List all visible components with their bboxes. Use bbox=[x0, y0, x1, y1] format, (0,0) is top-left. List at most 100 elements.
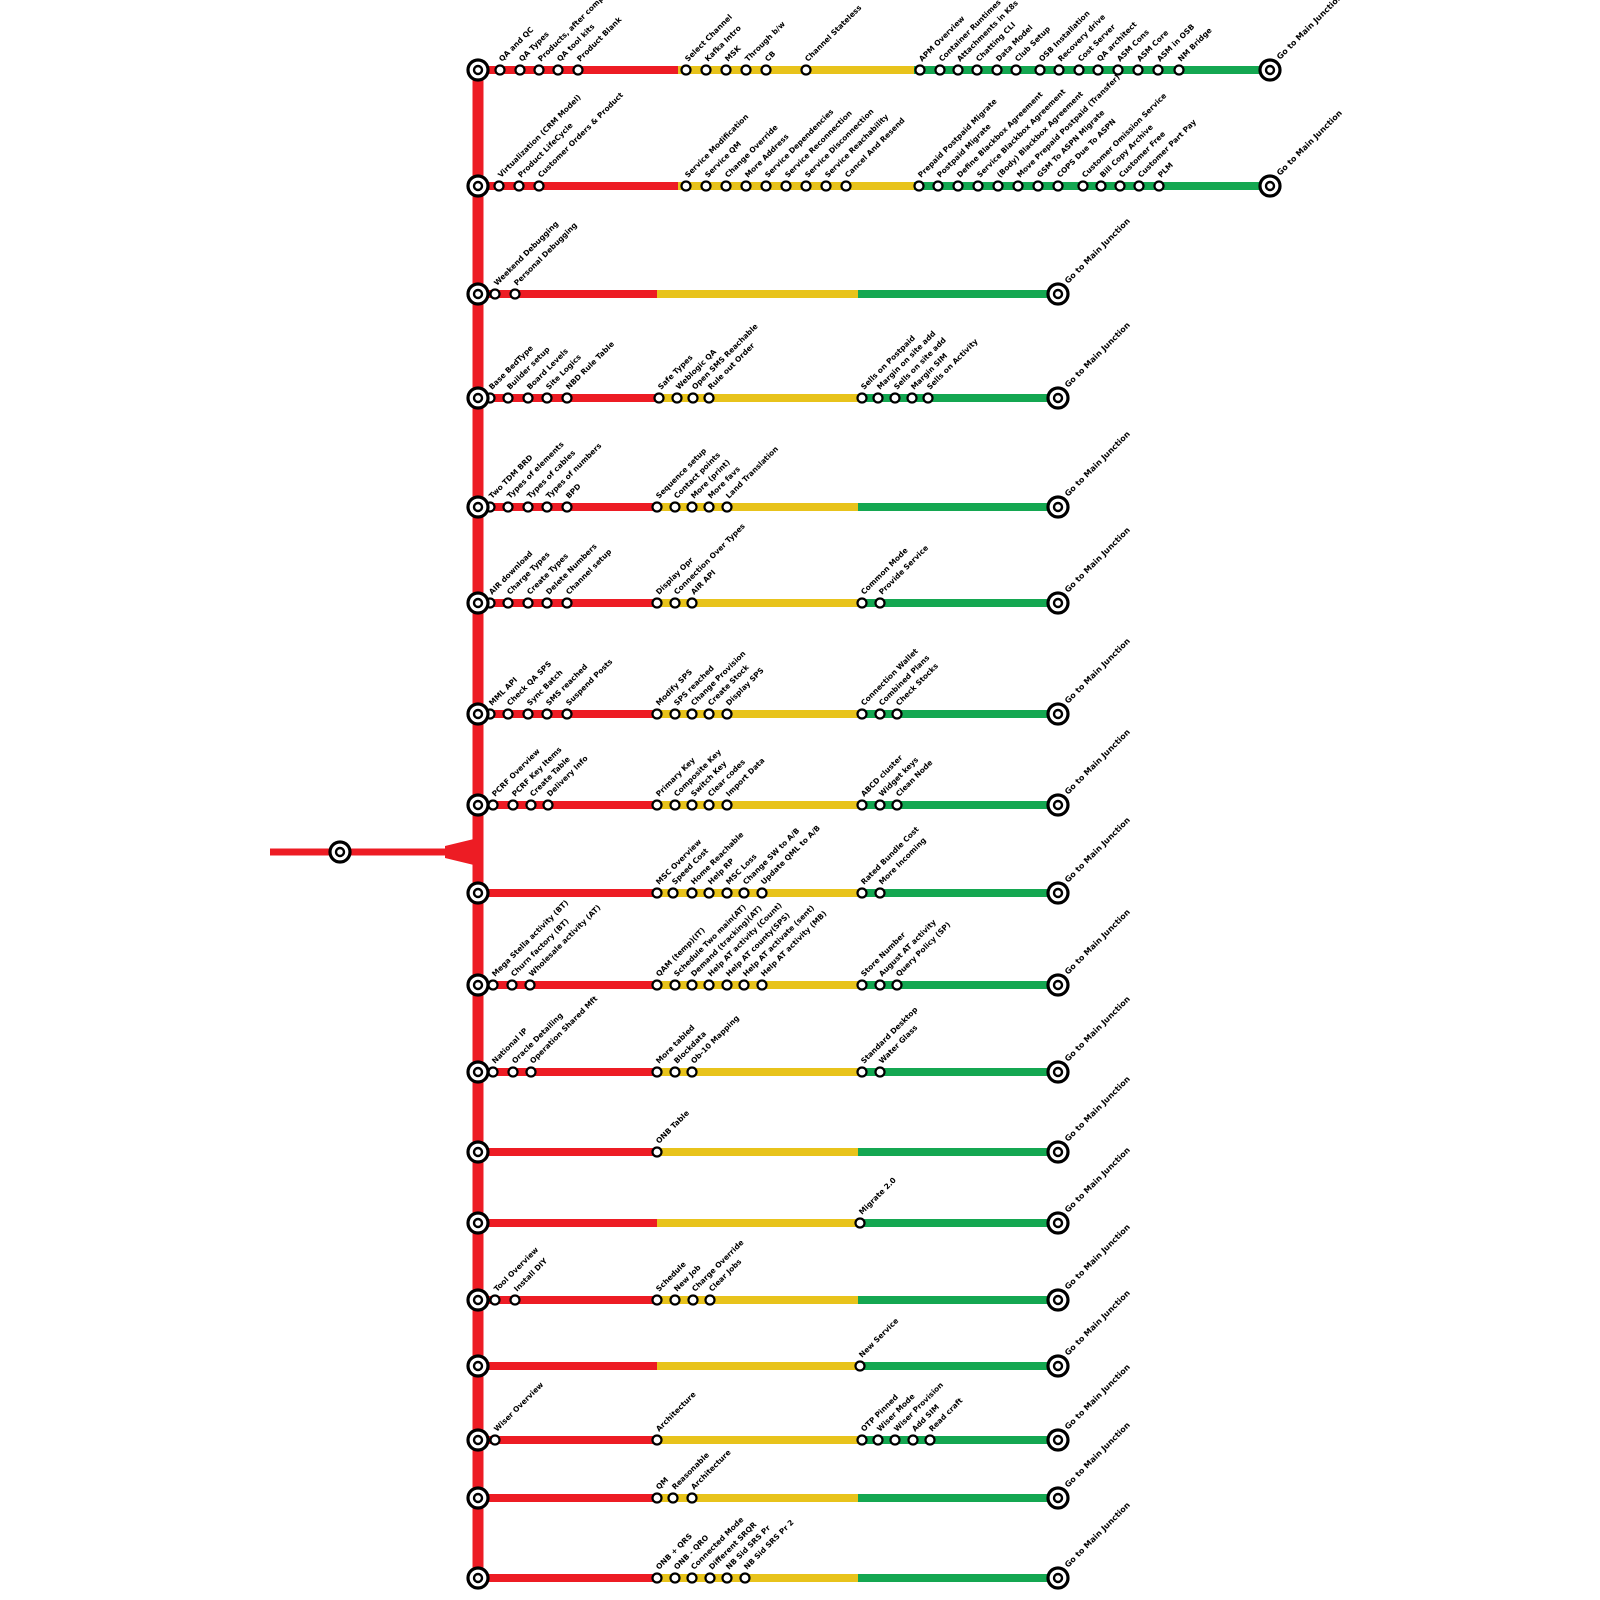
station-node[interactable] bbox=[541, 501, 553, 513]
station-node[interactable] bbox=[1173, 64, 1185, 76]
station-node[interactable] bbox=[932, 180, 944, 192]
station-node[interactable] bbox=[856, 392, 868, 404]
station-node[interactable] bbox=[687, 392, 699, 404]
station-node[interactable] bbox=[686, 597, 698, 609]
station-node[interactable] bbox=[756, 979, 768, 991]
station-node[interactable] bbox=[934, 64, 946, 76]
station-node[interactable] bbox=[891, 799, 903, 811]
station-node[interactable] bbox=[891, 979, 903, 991]
station-node[interactable] bbox=[1012, 180, 1024, 192]
station-node[interactable] bbox=[487, 799, 499, 811]
station-node[interactable] bbox=[680, 64, 692, 76]
station-node[interactable] bbox=[780, 180, 792, 192]
station-node[interactable] bbox=[522, 392, 534, 404]
station-node[interactable] bbox=[1133, 180, 1145, 192]
station-node[interactable] bbox=[854, 1217, 866, 1229]
station-node[interactable] bbox=[1095, 180, 1107, 192]
station-node[interactable] bbox=[856, 979, 868, 991]
station-node[interactable] bbox=[721, 799, 733, 811]
station-node[interactable] bbox=[874, 887, 886, 899]
station-node[interactable] bbox=[572, 64, 584, 76]
station-node[interactable] bbox=[700, 180, 712, 192]
station-node[interactable] bbox=[704, 1294, 716, 1306]
station-node[interactable] bbox=[561, 501, 573, 513]
station-node[interactable] bbox=[889, 1434, 901, 1446]
station-node[interactable] bbox=[1010, 64, 1022, 76]
station-node[interactable] bbox=[874, 597, 886, 609]
station-node[interactable] bbox=[489, 288, 501, 300]
station-node[interactable] bbox=[651, 1066, 663, 1078]
station-node[interactable] bbox=[494, 64, 506, 76]
station-node[interactable] bbox=[507, 1066, 519, 1078]
station-node[interactable] bbox=[992, 180, 1004, 192]
station-node[interactable] bbox=[906, 392, 918, 404]
station-node[interactable] bbox=[487, 979, 499, 991]
station-node[interactable] bbox=[502, 392, 514, 404]
station-node[interactable] bbox=[514, 64, 526, 76]
station-node[interactable] bbox=[651, 979, 663, 991]
station-node[interactable] bbox=[507, 799, 519, 811]
station-node[interactable] bbox=[671, 392, 683, 404]
station-node[interactable] bbox=[703, 887, 715, 899]
station-node[interactable] bbox=[721, 501, 733, 513]
station-node[interactable] bbox=[561, 392, 573, 404]
station-node[interactable] bbox=[653, 392, 665, 404]
station-node[interactable] bbox=[889, 392, 901, 404]
station-node[interactable] bbox=[506, 979, 518, 991]
station-node[interactable] bbox=[669, 597, 681, 609]
station-node[interactable] bbox=[667, 1492, 679, 1504]
station-node[interactable] bbox=[952, 180, 964, 192]
station-node[interactable] bbox=[502, 708, 514, 720]
station-node[interactable] bbox=[686, 887, 698, 899]
station-node[interactable] bbox=[533, 64, 545, 76]
station-node[interactable] bbox=[922, 392, 934, 404]
station-node[interactable] bbox=[561, 708, 573, 720]
station-node[interactable] bbox=[800, 64, 812, 76]
station-node[interactable] bbox=[509, 1294, 521, 1306]
station-node[interactable] bbox=[541, 708, 553, 720]
station-node[interactable] bbox=[525, 1066, 537, 1078]
station-node[interactable] bbox=[669, 979, 681, 991]
station-node[interactable] bbox=[651, 1294, 663, 1306]
station-node[interactable] bbox=[687, 1294, 699, 1306]
station-node[interactable] bbox=[760, 180, 772, 192]
station-node[interactable] bbox=[739, 1572, 751, 1584]
station-node[interactable] bbox=[667, 887, 679, 899]
station-node[interactable] bbox=[856, 799, 868, 811]
station-node[interactable] bbox=[686, 1492, 698, 1504]
station-node[interactable] bbox=[703, 501, 715, 513]
station-node[interactable] bbox=[1132, 64, 1144, 76]
station-node[interactable] bbox=[952, 64, 964, 76]
station-node[interactable] bbox=[487, 1066, 499, 1078]
station-node[interactable] bbox=[856, 708, 868, 720]
station-node[interactable] bbox=[489, 1434, 501, 1446]
station-node[interactable] bbox=[651, 501, 663, 513]
station-node[interactable] bbox=[541, 597, 553, 609]
station-node[interactable] bbox=[738, 979, 750, 991]
station-node[interactable] bbox=[704, 1572, 716, 1584]
station-node[interactable] bbox=[651, 799, 663, 811]
station-node[interactable] bbox=[703, 708, 715, 720]
station-node[interactable] bbox=[703, 392, 715, 404]
station-node[interactable] bbox=[721, 1572, 733, 1584]
station-node[interactable] bbox=[721, 708, 733, 720]
station-node[interactable] bbox=[972, 180, 984, 192]
station-node[interactable] bbox=[651, 708, 663, 720]
station-node[interactable] bbox=[669, 1572, 681, 1584]
station-node[interactable] bbox=[522, 708, 534, 720]
station-node[interactable] bbox=[522, 501, 534, 513]
station-node[interactable] bbox=[651, 597, 663, 609]
station-node[interactable] bbox=[1073, 64, 1085, 76]
station-node[interactable] bbox=[840, 180, 852, 192]
station-node[interactable] bbox=[669, 799, 681, 811]
station-node[interactable] bbox=[874, 799, 886, 811]
station-node[interactable] bbox=[874, 708, 886, 720]
station-node[interactable] bbox=[669, 708, 681, 720]
station-node[interactable] bbox=[874, 1066, 886, 1078]
station-node[interactable] bbox=[1053, 64, 1065, 76]
station-node[interactable] bbox=[856, 887, 868, 899]
station-node[interactable] bbox=[651, 1572, 663, 1584]
station-node[interactable] bbox=[686, 799, 698, 811]
station-node[interactable] bbox=[856, 597, 868, 609]
station-node[interactable] bbox=[686, 1066, 698, 1078]
